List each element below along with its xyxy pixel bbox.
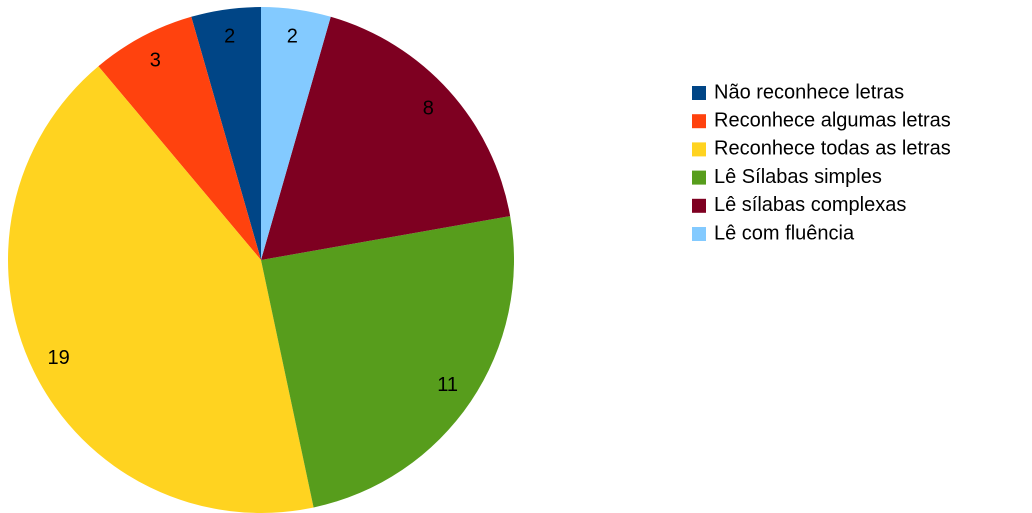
legend-swatch <box>692 142 706 157</box>
legend-swatch <box>692 114 706 129</box>
pie-slice <box>261 7 331 260</box>
legend-label: Reconhece algumas letras <box>714 109 951 131</box>
data-label: 2 <box>224 25 235 47</box>
pie-slice <box>7 66 314 513</box>
legend-label: Lê com fluência <box>714 222 855 244</box>
legend-swatch <box>692 198 706 213</box>
pie-slice <box>98 16 262 260</box>
legend-swatch <box>692 227 706 241</box>
pie-slice <box>261 16 511 260</box>
data-label: 3 <box>150 49 161 71</box>
data-label: 2 <box>287 25 298 47</box>
legend-label: Lê Sílabas simples <box>714 166 882 188</box>
data-label: 11 <box>437 374 458 396</box>
legend-swatch <box>692 86 706 100</box>
legend-swatch <box>692 170 706 185</box>
legend-label: Não reconhece letras <box>714 81 904 103</box>
data-label: 8 <box>423 98 434 120</box>
legend-label: Lê sílabas complexas <box>714 194 906 216</box>
pie-slice <box>261 216 514 508</box>
legend-label: Reconhece todas as letras <box>714 138 951 160</box>
pie-slice <box>191 7 261 260</box>
data-label: 19 <box>47 347 69 369</box>
